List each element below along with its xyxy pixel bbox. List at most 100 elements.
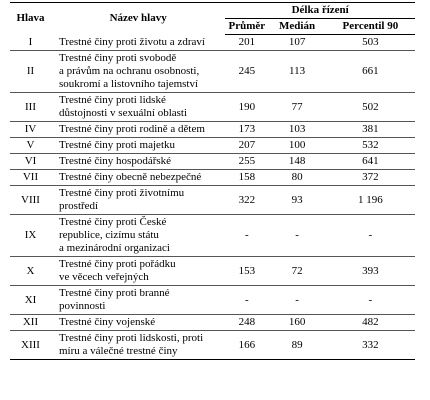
name-cell: Trestné činy proti rodině a dětem [51,121,226,138]
p90-cell: 372 [325,169,415,186]
chapter-cell: I [10,34,51,51]
median-cell: 160 [268,314,326,331]
table-row: IV Trestné činy proti rodině a dětem 173 10… [10,121,415,138]
p90-cell: 332 [325,330,415,360]
mean-cell: 166 [225,330,269,360]
name-line: soukromí a listovního tajemství [59,78,199,90]
mean-cell: - [225,285,269,315]
name-cell: Trestné činy hospodářské [51,153,226,170]
table-row: V Trestné činy proti majetku 207 100 532 [10,137,415,154]
table-row: XIII Trestné činy proti lidskosti, proti m… [10,330,415,360]
name-cell: Trestné činy proti lidskosti, proti míru … [51,330,226,360]
chapter-cell: V [10,137,51,154]
name-cell: Trestné činy proti životnímu prostředí [51,185,226,215]
name-cell: Trestné činy proti pořádku ve věcech veře… [51,256,226,286]
mean-cell: 245 [225,50,269,93]
p90-cell: 482 [325,314,415,331]
median-cell: 72 [268,256,326,286]
table-row: VI Trestné činy hospodářské 255 148 641 [10,153,415,170]
header-cell: Medián [268,18,326,35]
table-row: VII Trestné činy obecně nebezpečné 158 80 37… [10,169,415,186]
duration-table: Hlava Název hlavy Délka řízení Průměr Me… [10,2,415,360]
name-cell: Trestné činy proti svobodě a právům na oc… [51,50,226,93]
p90-cell: 532 [325,137,415,154]
median-cell: 77 [268,92,326,122]
median-cell: 113 [268,50,326,93]
name-line: Trestné činy obecně nebezpečné [59,171,202,183]
name-line: Trestné činy vojenské [59,316,156,328]
table-body: I Trestné činy proti životu a zdraví 201 10… [10,34,415,360]
name-line: republice, cizímu státu [59,229,159,241]
p90-cell: 503 [325,34,415,51]
name-line: Trestné činy proti životu a zdraví [59,35,205,48]
name-line: Trestné činy proti České [59,216,167,228]
name-line: Trestné činy proti lidskosti, proti [59,332,204,344]
chapter-cell: III [10,92,51,122]
chapter-cell: IV [10,121,51,138]
table-row: VIII Trestné činy proti životnímu prostřed… [10,185,415,215]
chapter-cell: XII [10,314,51,331]
mean-cell: 207 [225,137,269,154]
p90-cell: 661 [325,50,415,93]
p90-cell: 393 [325,256,415,286]
mean-cell: 158 [225,169,269,186]
p90-cell: - [325,214,415,257]
name-line: a mezinárodní organizaci [59,242,170,254]
mean-cell: 190 [225,92,269,122]
header-cell: Délka řízení [225,2,415,19]
mean-cell: 201 [225,34,269,51]
median-cell: 103 [268,121,326,138]
chapter-cell: VIII [10,185,51,215]
name-line: Trestné činy proti majetku [59,139,175,151]
chapter-cell: VII [10,169,51,186]
chapter-cell: IX [10,214,51,257]
chapter-cell: XIII [10,330,51,360]
table-row: III Trestné činy proti lidské důstojnosti … [10,92,415,122]
name-cell: Trestné činy proti lidské důstojnosti v s… [51,92,226,122]
name-line: povinnosti [59,300,106,312]
header-cell: Průměr [225,18,269,35]
header-cell: Percentil 90 [325,18,415,35]
p90-cell: - [325,285,415,315]
p90-cell: 641 [325,153,415,170]
median-cell: 148 [268,153,326,170]
name-line: ve věcech veřejných [59,271,149,283]
mean-cell: 153 [225,256,269,286]
median-cell: - [268,214,326,257]
mean-cell: 248 [225,314,269,331]
name-cell: Trestné činy proti branné povinnosti [51,285,226,315]
name-line: důstojnosti v sexuální oblasti [59,107,188,119]
table-row: I Trestné činy proti životu a zdraví 201 10… [10,34,415,51]
chapter-cell: VI [10,153,51,170]
p90-cell: 381 [325,121,415,138]
mean-cell: 255 [225,153,269,170]
name-line: Trestné činy proti branné [59,287,170,299]
name-line: Trestné činy proti svobodě [59,52,177,64]
median-cell: 93 [268,185,326,215]
chapter-cell: II [10,50,51,93]
table-row: XII Trestné činy vojenské 248 160 482 [10,314,415,331]
p90-cell: 1 196 [325,185,415,215]
name-line: Trestné činy proti pořádku [59,258,176,270]
table-row: IX Trestné činy proti České republice, ciz… [10,214,415,257]
mean-cell: 173 [225,121,269,138]
median-cell: 80 [268,169,326,186]
name-cell: Trestné činy obecně nebezpečné [51,169,226,186]
name-line: a právům na ochranu osobnosti, [59,65,200,77]
median-cell: - [268,285,326,315]
table-row: X Trestné činy proti pořádku ve věcech veř… [10,256,415,286]
table-row: XI Trestné činy proti branné povinnosti - - - [10,285,415,315]
median-cell: 107 [268,34,326,51]
name-line: Trestné činy proti životnímu [59,187,185,199]
name-line: míru a válečné trestné činy [59,345,178,357]
name-line: Trestné činy proti lidské [59,94,166,106]
table-row: II Trestné činy proti svobodě a právům na … [10,50,415,93]
header-cell: Hlava [10,2,51,35]
mean-cell: - [225,214,269,257]
name-line: Trestné činy proti rodině a dětem [59,123,205,135]
chapter-cell: X [10,256,51,286]
name-cell: Trestné činy vojenské [51,314,226,331]
mean-cell: 322 [225,185,269,215]
name-cell: Trestné činy proti majetku [51,137,226,154]
